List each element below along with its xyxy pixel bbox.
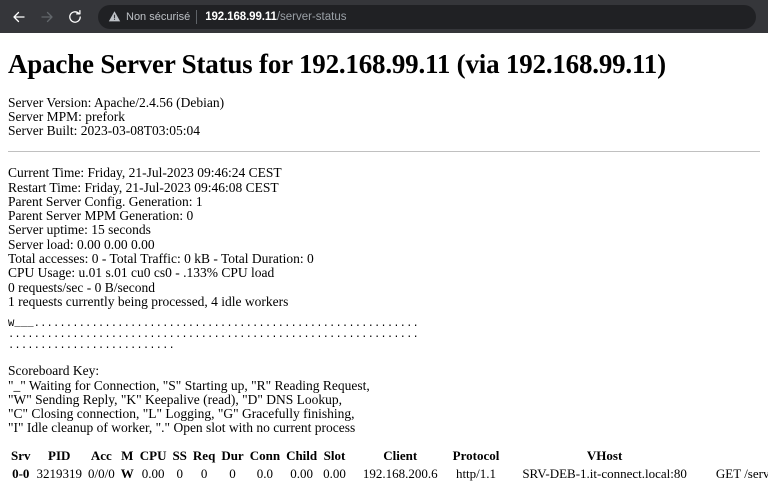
- reload-button[interactable]: [62, 4, 88, 30]
- col-header-conn[interactable]: Conn: [249, 447, 281, 463]
- table-header-row: Srv PID Acc M CPU SS Req Dur Conn Child …: [8, 448, 768, 464]
- scoreboard-key-title: Scoreboard Key:: [8, 363, 100, 379]
- scoreboard-key-block: Scoreboard Key: "_" Waiting for Connecti…: [8, 363, 760, 436]
- page-title: Apache Server Status for 192.168.99.11 (…: [8, 49, 666, 79]
- col-header-pid[interactable]: PID: [48, 447, 71, 463]
- scoreboard-key-line-3: "C" Closing connection, "L" Logging, "G"…: [8, 406, 355, 422]
- cell-client: 192.168.200.6: [362, 465, 438, 481]
- back-button[interactable]: [6, 4, 32, 30]
- cell-cpu: 0.00: [141, 465, 165, 481]
- col-header-request[interactable]: Request: [690, 448, 768, 464]
- scoreboard-key-line-2: "W" Sending Reply, "K" Keepalive (read),…: [8, 391, 342, 407]
- server-version-line: Server Version: Apache/2.4.56 (Debian): [8, 94, 225, 110]
- parent-mpm-generation-line: Parent Server MPM Generation: 0: [8, 208, 194, 224]
- worker-status-table: Srv PID Acc M CPU SS Req Dur Conn Child …: [8, 448, 768, 482]
- cell-dur: 0: [229, 465, 236, 481]
- security-status-label: Non sécurisé: [126, 10, 191, 23]
- cell-request: GET /server-status HTTP/1.1: [715, 465, 768, 481]
- workers-line: 1 requests currently being processed, 4 …: [8, 293, 289, 309]
- cell-child: 0.00: [290, 465, 313, 481]
- col-header-vhost[interactable]: VHost: [586, 447, 623, 463]
- server-mpm-line: Server MPM: prefork: [8, 108, 125, 124]
- server-built-line: Server Built: 2023-03-08T03:05:04: [8, 123, 200, 139]
- col-header-client[interactable]: Client: [383, 447, 418, 463]
- col-header-child[interactable]: Child: [286, 447, 318, 463]
- forward-button[interactable]: [34, 4, 60, 30]
- forward-arrow-icon: [39, 9, 55, 25]
- col-header-cpu[interactable]: CPU: [139, 447, 167, 463]
- col-header-m[interactable]: M: [121, 447, 134, 463]
- cell-ss: 0: [176, 465, 183, 481]
- parent-config-generation-line: Parent Server Config. Generation: 1: [8, 193, 203, 209]
- page-content: Apache Server Status for 192.168.99.11 (…: [0, 49, 768, 482]
- browser-toolbar: Non sécurisé 192.168.99.11 /server-statu…: [0, 0, 768, 33]
- server-info-block: Server Version: Apache/2.4.56 (Debian) S…: [8, 94, 760, 139]
- cell-srv: 0-0: [12, 465, 30, 481]
- server-uptime-line: Server uptime: 15 seconds: [8, 222, 151, 238]
- col-header-ss[interactable]: SS: [172, 447, 187, 463]
- cell-req: 0: [200, 465, 208, 481]
- scoreboard-key-line-4: "I" Idle cleanup of worker, "." Open slo…: [8, 420, 356, 436]
- omnibox-divider: [196, 9, 198, 24]
- table-row: 0-0 3219319 0/0/0 W 0.00 0 0 0 0.0 0.00 …: [8, 464, 768, 482]
- warning-triangle-icon[interactable]: [108, 10, 121, 23]
- total-accesses-line: Total accesses: 0 - Total Traffic: 0 kB …: [8, 251, 314, 267]
- cell-acc: 0/0/0: [88, 465, 115, 481]
- scoreboard-key-line-1: "_" Waiting for Connection, "S" Starting…: [8, 377, 370, 393]
- col-header-req[interactable]: Req: [192, 447, 216, 463]
- url-host: 192.168.99.11: [205, 10, 277, 23]
- col-header-srv[interactable]: Srv: [11, 447, 31, 463]
- requests-per-sec-line: 0 requests/sec - 0 B/second: [8, 279, 155, 295]
- cell-vhost: SRV-DEB-1.it-connect.local:80: [522, 465, 687, 481]
- cell-protocol: http/1.1: [455, 465, 497, 481]
- cell-slot: 0.00: [323, 465, 346, 481]
- cpu-usage-line: CPU Usage: u.01 s.01 cu0 cs0 - .133% CPU…: [8, 265, 275, 281]
- url-path: /server-status: [276, 10, 347, 23]
- reload-icon: [67, 9, 83, 25]
- cell-pid: 3219319: [36, 465, 83, 481]
- scoreboard: W___....................................…: [8, 318, 419, 353]
- cell-conn: 0.0: [256, 465, 273, 481]
- restart-time-line: Restart Time: Friday, 21-Jul-2023 09:46:…: [8, 179, 279, 195]
- cell-mode: W: [120, 465, 134, 481]
- back-arrow-icon: [11, 9, 27, 25]
- address-bar[interactable]: Non sécurisé 192.168.99.11 /server-statu…: [98, 4, 756, 29]
- server-load-line: Server load: 0.00 0.00 0.00: [8, 236, 155, 252]
- col-header-slot[interactable]: Slot: [323, 447, 346, 463]
- col-header-acc[interactable]: Acc: [90, 447, 112, 463]
- col-header-dur[interactable]: Dur: [221, 447, 244, 463]
- col-header-protocol[interactable]: Protocol: [452, 447, 500, 463]
- server-status-block: Current Time: Friday, 21-Jul-2023 09:46:…: [8, 165, 760, 309]
- section-divider: [8, 151, 760, 154]
- current-time-line: Current Time: Friday, 21-Jul-2023 09:46:…: [8, 165, 282, 181]
